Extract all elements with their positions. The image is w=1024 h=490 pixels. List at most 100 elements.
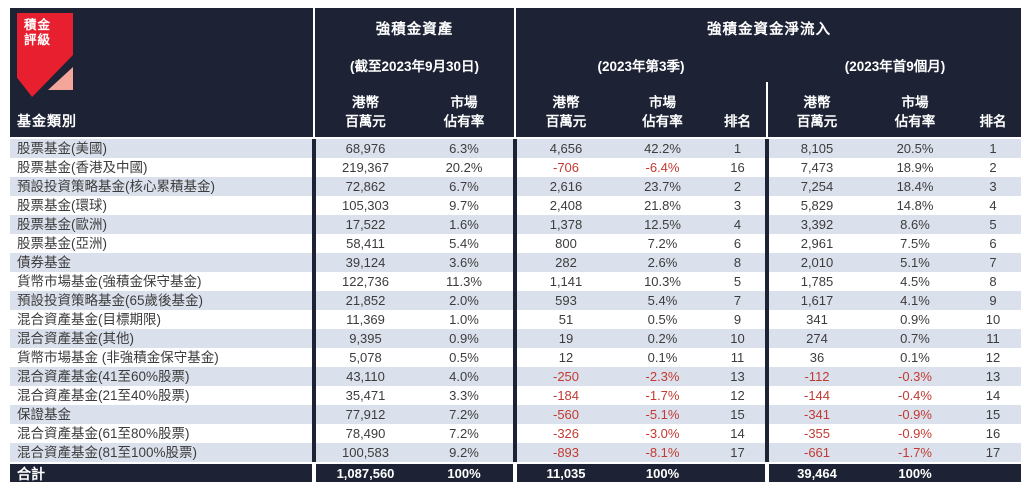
ytd-rank: 8: [989, 274, 997, 289]
assets-value: 58,411: [346, 236, 385, 251]
table-body: 股票基金(美國) 68,976 6.3% 4,656 42.2% 1 8,105…: [10, 137, 1021, 462]
col-label-line: 港幣: [803, 95, 831, 110]
ytd-rank: 10: [985, 312, 1001, 327]
total-ytd-share: 100%: [898, 466, 932, 481]
table-header: 積金 評級 基金類別 強積金資產 (截至2023年9月30日) 強積金資金淨流入…: [10, 8, 1021, 137]
col-label-line: 市場: [901, 95, 929, 110]
fund-name: 貨幣市場基金(強積金保守基金): [17, 274, 202, 289]
fund-name: 預設投資策略基金(核心累積基金): [17, 179, 215, 194]
ytd-rank: 2: [989, 160, 997, 175]
row-divider: [765, 177, 769, 196]
ytd-rank-column-header: 排名: [965, 82, 1021, 137]
fund-category-header-cell: 積金 評級 基金類別: [10, 8, 312, 137]
row-divider: [312, 405, 316, 424]
assets-share: 6.7%: [449, 179, 479, 194]
q3-subtitle: (2023年第3季): [597, 59, 685, 74]
col-label-line: 佔有率: [642, 114, 683, 129]
table-row: 股票基金(歐洲) 17,522 1.6% 1,378 12.5% 4 3,392…: [10, 215, 1021, 234]
fund-name: 混合資產基金(81至100%股票): [17, 445, 198, 460]
q3-flow: 4,656: [549, 141, 583, 156]
table-row: 混合資產基金(其他) 9,395 0.9% 19 0.2% 10 274 0.7…: [10, 329, 1021, 348]
table-row: 股票基金(香港及中國) 219,367 20.2% -706 -6.4% 16 …: [10, 158, 1021, 177]
assets-value: 68,976: [345, 141, 386, 156]
ytd-flow: -144: [803, 388, 831, 403]
netflow-title: 強積金資金淨流入: [707, 21, 831, 38]
col-label-line: 百萬元: [545, 114, 587, 129]
row-divider: [765, 424, 769, 443]
row-divider: [765, 310, 769, 329]
q3-rank: 3: [733, 198, 742, 213]
assets-value: 35,471: [345, 388, 386, 403]
table-row: 股票基金(環球) 105,303 9.7% 2,408 21.8% 3 5,82…: [10, 196, 1021, 215]
ytd-flow: 36: [809, 350, 825, 365]
q3-share: -5.1%: [645, 407, 680, 422]
total-q3-rank: [710, 464, 765, 482]
col-label-line: 排名: [979, 114, 1007, 129]
assets-value: 9,395: [349, 331, 382, 346]
row-divider: [513, 443, 517, 462]
row-divider: [312, 386, 316, 405]
logo-line2: 評級: [24, 33, 52, 47]
ytd-share: -0.3%: [898, 369, 932, 384]
row-divider: [312, 424, 316, 443]
table-row: 股票基金(亞洲) 58,411 5.4% 800 7.2% 6 2,961 7.…: [10, 234, 1021, 253]
row-divider: [765, 464, 769, 482]
q3-rank: 17: [730, 445, 745, 460]
ytd-flow: 2,961: [800, 236, 834, 251]
fund-name: 混合資產基金(目標期限): [17, 312, 161, 327]
row-divider: [765, 234, 769, 253]
col-label-line: 市場: [649, 95, 676, 110]
assets-value: 21,852: [345, 293, 386, 308]
assets-share: 2.0%: [449, 293, 479, 308]
assets-value: 72,862: [345, 179, 386, 194]
col-label-line: 港幣: [352, 95, 379, 110]
row-divider: [513, 234, 517, 253]
q3-rank: 4: [733, 217, 742, 232]
fund-name: 股票基金(環球): [17, 198, 107, 213]
mpf-fund-flow-table: 積金 評級 基金類別 強積金資產 (截至2023年9月30日) 強積金資金淨流入…: [10, 8, 1021, 482]
q3-hkd-column-header: 港幣 百萬元: [517, 82, 615, 137]
q3-share: 23.7%: [644, 179, 681, 194]
ytd-rank: 11: [986, 331, 1000, 346]
ytd-hkd-column-header: 港幣 百萬元: [769, 82, 865, 137]
ytd-flow: -341: [803, 407, 831, 422]
total-ytd-flow: 39,464: [797, 466, 837, 481]
logo-line1: 積金: [24, 18, 52, 32]
col-label-line: 佔有率: [894, 114, 936, 129]
row-divider: [513, 291, 517, 310]
q3-share: 42.2%: [644, 141, 681, 156]
row-divider: [513, 348, 517, 367]
row-divider: [312, 196, 316, 215]
ytd-flow: -661: [803, 445, 831, 460]
row-divider: [312, 464, 316, 482]
ytd-flow: 2,010: [800, 255, 834, 270]
q3-rank-column-header: 排名: [710, 82, 765, 137]
col-label-line: 排名: [724, 114, 751, 129]
row-divider: [513, 329, 517, 348]
q3-flow: 593: [555, 293, 577, 308]
q3-flow: 282: [555, 255, 577, 270]
assets-share: 9.2%: [449, 445, 479, 460]
ytd-flow: -112: [804, 369, 830, 384]
q3-flow: 2,616: [549, 179, 583, 194]
q3-flow: 12: [558, 350, 574, 365]
row-divider: [513, 424, 517, 443]
ytd-rank: 7: [989, 255, 997, 270]
q3-share: -1.7%: [645, 388, 680, 403]
table-row: 混合資產基金(61至80%股票) 78,490 7.2% -326 -3.0% …: [10, 424, 1021, 443]
q3-share: -3.0%: [645, 426, 680, 441]
fund-name: 混合資產基金(其他): [17, 331, 134, 346]
table-row: 股票基金(美國) 68,976 6.3% 4,656 42.2% 1 8,105…: [10, 139, 1021, 158]
q3-share: 0.2%: [647, 331, 678, 346]
q3-share: 5.4%: [647, 293, 678, 308]
ytd-share: 18.9%: [896, 160, 934, 175]
total-row: 合計 1,087,560 100% 11,035 100% 39,464 100…: [10, 462, 1021, 482]
ytd-share: -0.9%: [898, 426, 932, 441]
ytd-share: 20.5%: [896, 141, 934, 156]
col-label-line: 市場: [450, 95, 478, 110]
fund-name: 股票基金(美國): [17, 141, 107, 156]
q3-rank: 12: [730, 388, 745, 403]
row-divider: [513, 139, 517, 158]
total-q3-share: 100%: [645, 466, 680, 481]
header-divider-1: [312, 8, 316, 137]
